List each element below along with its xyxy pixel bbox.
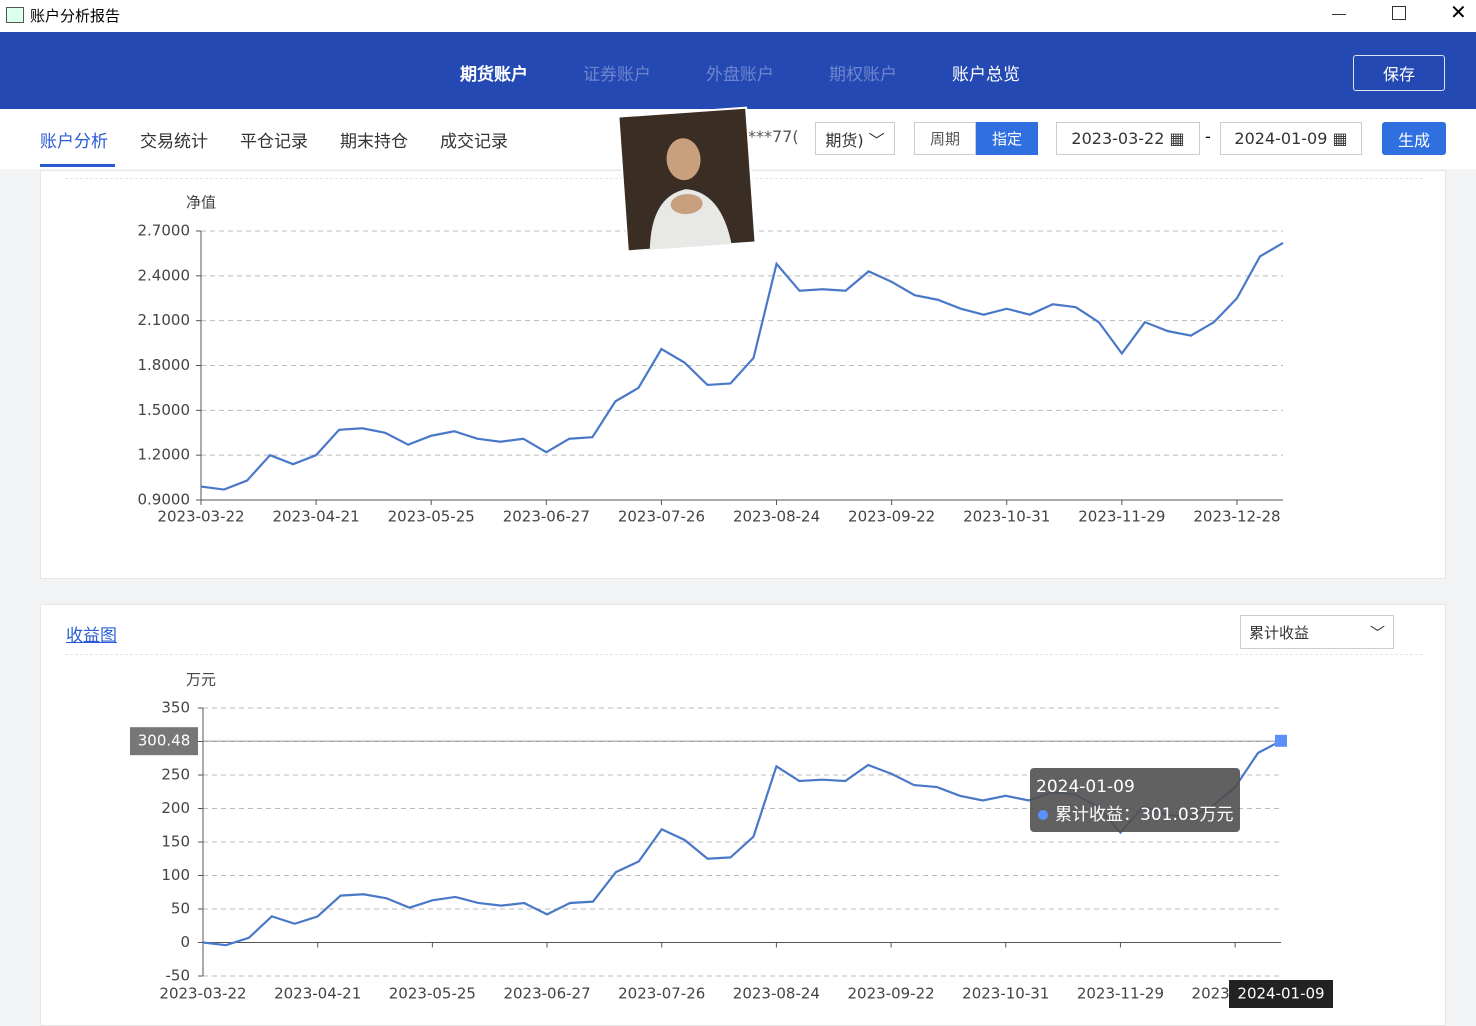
select-text: 累计收益 (1249, 623, 1310, 642)
mode-option[interactable]: 指定 (976, 122, 1038, 155)
sub-tab[interactable]: 成交记录 (440, 132, 508, 152)
sub-tab[interactable]: 平仓记录 (240, 132, 308, 152)
y-tick-label: 250 (161, 766, 190, 784)
x-tick-label: 2023-10-31 (962, 985, 1049, 1003)
title-bar: 账户分析报告 ✕ (0, 0, 1476, 32)
y-tick-label: 150 (161, 833, 190, 851)
nav-tab[interactable]: 期权账户 (829, 65, 897, 85)
x-tick-label: 2023-12-28 (1193, 508, 1280, 526)
y-tick-label: 1.5000 (138, 401, 191, 419)
x-tick-label: 2023-10-31 (963, 508, 1050, 526)
y-tick-label: 2.7000 (138, 222, 191, 240)
nav-tab[interactable]: 期货账户 (460, 65, 528, 85)
y-tick-label: -50 (166, 967, 191, 985)
window-title: 账户分析报告 (30, 7, 121, 25)
x-tick-label: 2023-07-26 (618, 985, 705, 1003)
x-tick-label: 2023-06-27 (503, 985, 590, 1003)
axis-pointer-label: 300.48 (138, 732, 191, 750)
x-tick-label: 2023-11-29 (1077, 985, 1164, 1003)
nav-tab[interactable]: 外盘账户 (706, 65, 774, 85)
app-icon (6, 7, 24, 23)
mode-option[interactable]: 周期 (914, 122, 976, 155)
date-text: 2024-01-09 (1234, 129, 1328, 148)
series-line (200, 242, 1284, 491)
y-tick-label: 2.4000 (138, 266, 191, 284)
tooltip-dot (1038, 810, 1048, 820)
tooltip (1030, 768, 1240, 832)
sub-tab[interactable]: 账户分析 (40, 132, 108, 152)
select-text: 期货) (825, 130, 864, 150)
account-field[interactable]: ****77( (740, 127, 799, 146)
x-tick-label: 2023-07-26 (618, 508, 705, 526)
y-tick-label: 1.8000 (138, 356, 191, 374)
tooltip-value: 累计收益：301.03万元 (1055, 805, 1233, 825)
x-tick-label: 2023-11-29 (1078, 508, 1165, 526)
y-tick-label: 0.9000 (138, 491, 191, 509)
date-text: 2023-03-22 (1071, 129, 1165, 148)
y-tick-label: 350 (161, 699, 190, 717)
hover-marker (1275, 734, 1287, 747)
y-tick-label: 50 (171, 900, 190, 918)
x-tick-label: 2023-04-21 (273, 508, 360, 526)
x-tick-label: 2023-09-22 (847, 985, 934, 1003)
date-separator: - (1205, 127, 1211, 146)
y-tick-label: 0 (180, 933, 190, 951)
sub-tab[interactable]: 交易统计 (140, 132, 208, 152)
maximize[interactable] (1392, 6, 1406, 20)
x-tick-label: 2023-04-21 (274, 985, 361, 1003)
minimize[interactable] (1332, 14, 1346, 15)
account-type-select[interactable]: 期货) ﹀ (815, 122, 895, 155)
tooltip-separator: ： (1123, 805, 1140, 825)
y-tick-label: 1.2000 (138, 446, 191, 464)
x-tick-label: 2023-08-24 (733, 508, 820, 526)
y-axis-title: 万元 (186, 671, 216, 689)
start-date[interactable]: 2023-03-22 ▦ (1056, 122, 1200, 155)
x-tick-label: 2023-03-22 (157, 508, 244, 526)
nav-bar: 保存 期货账户 证券账户 外盘账户 期权账户 账户总览 (0, 32, 1476, 117)
photo-overlay (617, 106, 757, 253)
x-tick-label: 2023-08-24 (733, 985, 820, 1003)
sub-tab[interactable]: 期末持仓 (340, 132, 408, 152)
x-tick-label: 2023-06-27 (503, 508, 590, 526)
tooltip-title: 2024-01-09 (1036, 777, 1135, 797)
active-underline (40, 164, 115, 167)
y-tick-label: 2.1000 (138, 311, 191, 329)
x-tick-label: 2023-05-25 (388, 508, 475, 526)
y-axis-title: 净值 (186, 194, 216, 212)
axis-pointer-box (130, 727, 198, 756)
nav-tab[interactable]: 账户总览 (952, 65, 1020, 85)
save-button[interactable]: 保存 (1353, 55, 1445, 91)
generate-button[interactable]: 生成 (1382, 122, 1446, 155)
x-tick-label: 2023-03-22 (159, 985, 246, 1003)
x-pointer-label: 2024-01-09 (1237, 985, 1324, 1003)
metric-select[interactable]: 累计收益 ﹀ (1240, 615, 1394, 649)
x-tick-label: 2023-05-25 (389, 985, 476, 1003)
mode-switch: 周期 指定 (914, 122, 1038, 155)
y-tick-label: 200 (161, 799, 190, 817)
tooltip-series-name: 累计收益 (1055, 805, 1123, 825)
x-tick-label: 2023-09-22 (848, 508, 935, 526)
x-pointer-box (1229, 980, 1333, 1008)
y-tick-label: 100 (161, 866, 190, 884)
close[interactable]: ✕ (1450, 0, 1467, 24)
nav-tab[interactable]: 证券账户 (583, 65, 651, 85)
tooltip-value-label: 301.03万元 (1140, 805, 1233, 825)
end-date[interactable]: 2024-01-09 ▦ (1220, 122, 1362, 155)
section-title[interactable]: 收益图 (66, 626, 117, 646)
divider (65, 654, 1423, 655)
